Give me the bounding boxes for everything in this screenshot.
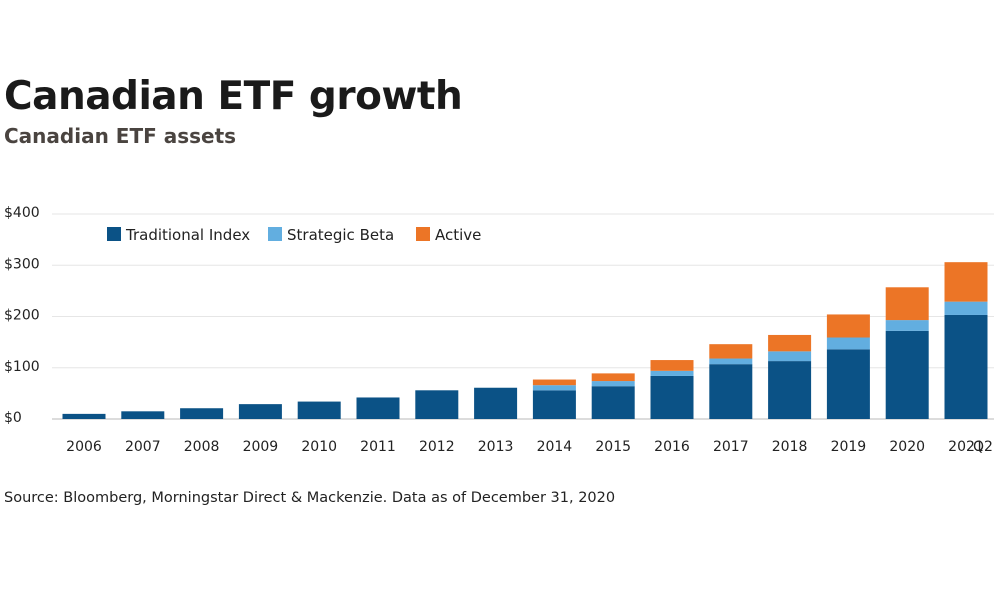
bar-traditional-index-2019 — [826, 349, 870, 419]
source-note: Source: Bloomberg, Morningstar Direct & … — [4, 490, 616, 506]
x-tick-label: 2007 — [125, 439, 161, 455]
bars — [62, 262, 988, 419]
chart-subtitle: Canadian ETF assets — [4, 124, 237, 148]
bar-traditional-index-2010 — [297, 401, 341, 419]
y-tick-label: $300 — [4, 256, 40, 272]
bar-traditional-index-2018 — [768, 361, 812, 419]
bar-traditional-index-2017 — [709, 364, 753, 419]
bar-strategic-beta-2017 — [709, 358, 753, 365]
bar-strategic-beta-2019 — [826, 337, 870, 350]
x-tick-label: 2013 — [478, 439, 514, 455]
bar-traditional-index-2013 — [474, 387, 518, 419]
y-tick-label: $0 — [4, 410, 22, 426]
bar-traditional-index-2006 — [62, 413, 106, 419]
x-tick-label: 2018 — [772, 439, 808, 455]
legend: Traditional Index Strategic Beta Active — [107, 226, 481, 244]
legend-swatch — [107, 227, 121, 241]
x-tick-label: 2020 — [889, 439, 925, 455]
x-tick-label: 2019 — [831, 439, 867, 455]
legend-swatch — [268, 227, 282, 241]
y-tick-label: $100 — [4, 359, 40, 375]
bar-active-2021 — [944, 262, 988, 302]
bar-traditional-index-2015 — [591, 386, 635, 419]
y-axis-ticks: $0 $100 $200 $300 $400 — [4, 205, 40, 426]
legend-label: Traditional Index — [125, 226, 250, 244]
bar-strategic-beta-2014 — [532, 385, 576, 391]
bar-traditional-index-2008 — [180, 408, 224, 419]
stacked-bar-chart: $0$100$200$300$400 2006 2007 2008 2009 2010 2… — [4, 205, 994, 455]
legend-swatch — [416, 227, 430, 241]
bar-strategic-beta-2016 — [650, 370, 694, 376]
x-tick-label: Q2 — [973, 439, 993, 455]
y-tick-label: $400 — [4, 205, 40, 221]
x-tick-label: 2009 — [243, 439, 279, 455]
bar-active-2020 — [885, 287, 929, 321]
legend-label: Active — [435, 226, 481, 244]
bar-active-2014 — [532, 379, 576, 386]
bar-traditional-index-2009 — [238, 404, 282, 419]
x-tick-label: 2011 — [360, 439, 396, 455]
x-tick-label: 2021 — [948, 439, 984, 455]
bar-strategic-beta-2015 — [591, 381, 635, 387]
bar-traditional-index-2020 — [885, 330, 929, 419]
bar-traditional-index-2021 — [944, 314, 988, 419]
x-tick-label: 2010 — [301, 439, 337, 455]
x-tick-label: 2006 — [66, 439, 102, 455]
x-tick-label: 2015 — [595, 439, 631, 455]
bar-traditional-index-2014 — [532, 390, 576, 419]
bar-traditional-index-2012 — [415, 390, 459, 419]
bar-active-2019 — [826, 314, 870, 338]
bar-traditional-index-2007 — [121, 411, 165, 419]
legend-label: Strategic Beta — [287, 226, 394, 244]
x-axis-ticks: 2006 2007 2008 2009 2010 2011 2012 2013 2014 2015… — [66, 439, 993, 455]
bar-strategic-beta-2021 — [944, 301, 988, 315]
bar-active-2017 — [709, 344, 753, 359]
bar-strategic-beta-2018 — [768, 351, 812, 362]
x-tick-label: 2012 — [419, 439, 455, 455]
bar-traditional-index-2011 — [356, 397, 400, 419]
x-tick-label: 2017 — [713, 439, 749, 455]
x-tick-label: 2016 — [654, 439, 690, 455]
bar-strategic-beta-2020 — [885, 320, 929, 331]
bar-active-2016 — [650, 360, 694, 371]
y-tick-label: $200 — [4, 308, 40, 324]
bar-active-2018 — [768, 334, 812, 352]
x-tick-label: 2008 — [184, 439, 220, 455]
bar-traditional-index-2016 — [650, 375, 694, 419]
x-tick-label: 2014 — [537, 439, 573, 455]
bar-active-2015 — [591, 373, 635, 382]
chart-title: Canadian ETF growth — [4, 74, 463, 119]
